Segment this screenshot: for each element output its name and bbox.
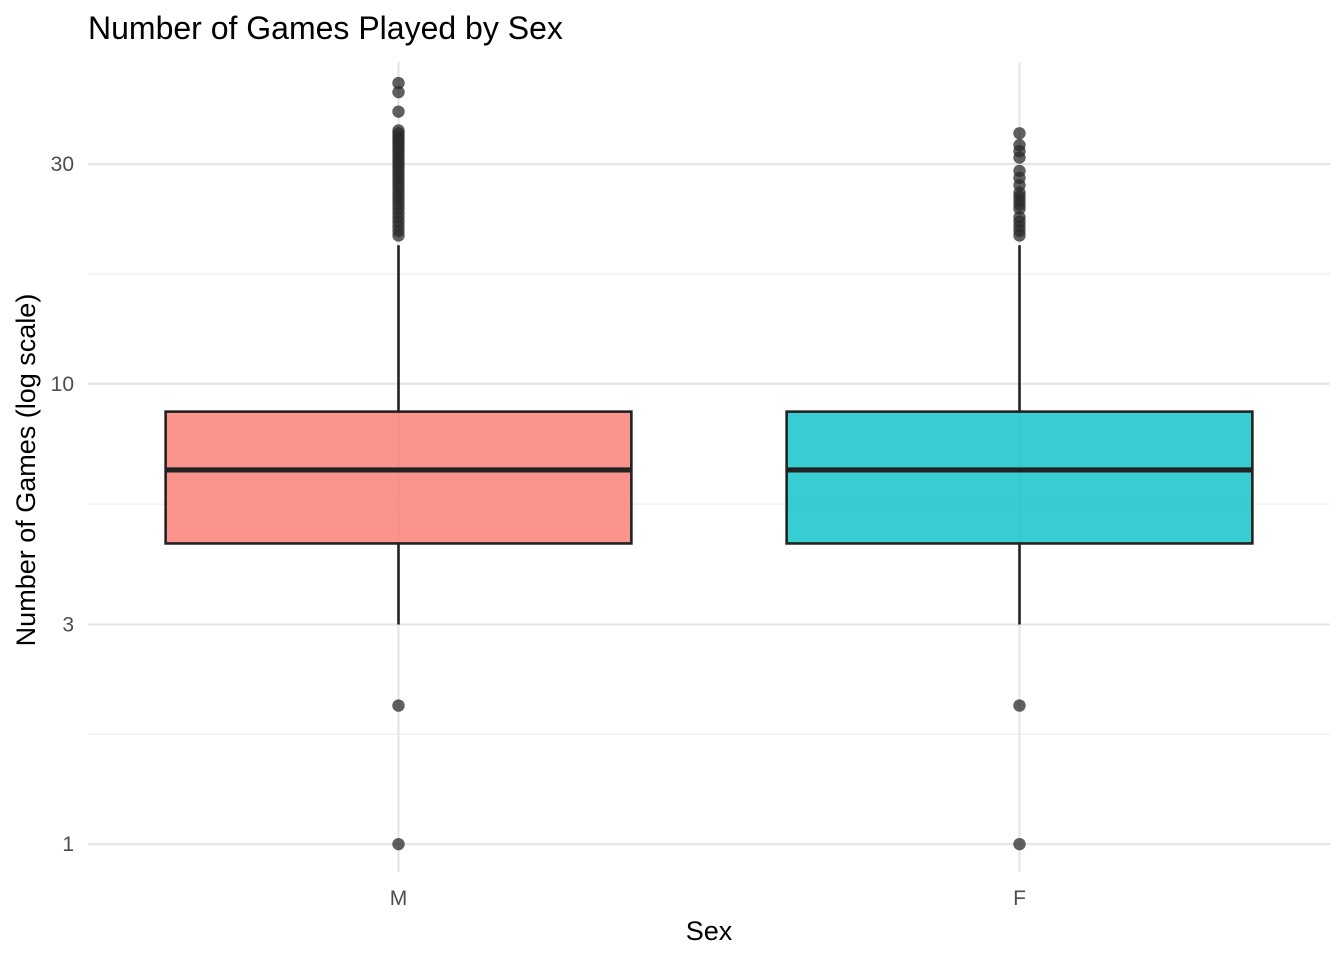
outlier-point bbox=[1013, 164, 1026, 178]
x-tick-label: M bbox=[390, 887, 408, 910]
outlier-point bbox=[392, 124, 405, 137]
box-group-F bbox=[785, 127, 1254, 851]
y-tick-label: 10 bbox=[51, 373, 74, 396]
box-group-M bbox=[164, 76, 633, 851]
outlier-point bbox=[392, 837, 405, 851]
box-layer bbox=[164, 76, 1254, 851]
outlier-point bbox=[1013, 699, 1026, 712]
tick-layer: 1 3 10 30 M F bbox=[51, 153, 1026, 910]
outlier-point bbox=[1013, 837, 1026, 851]
outlier-point bbox=[1013, 138, 1026, 152]
box-M bbox=[164, 410, 633, 545]
x-tick-label: F bbox=[1013, 887, 1026, 910]
x-axis-title: Sex bbox=[686, 916, 733, 946]
y-tick-label: 30 bbox=[51, 153, 74, 176]
box-F bbox=[785, 410, 1254, 545]
outlier-point bbox=[392, 76, 405, 90]
outlier-point bbox=[392, 85, 405, 99]
chart-title: Number of Games Played by Sex bbox=[88, 10, 563, 46]
y-axis-title: Number of Games (log scale) bbox=[11, 294, 41, 647]
outlier-point bbox=[392, 105, 405, 118]
y-tick-label: 1 bbox=[62, 833, 74, 856]
outlier-point bbox=[1013, 211, 1026, 224]
outlier-point bbox=[392, 699, 405, 712]
y-tick-label: 3 bbox=[62, 614, 74, 637]
outlier-point bbox=[1013, 127, 1026, 140]
